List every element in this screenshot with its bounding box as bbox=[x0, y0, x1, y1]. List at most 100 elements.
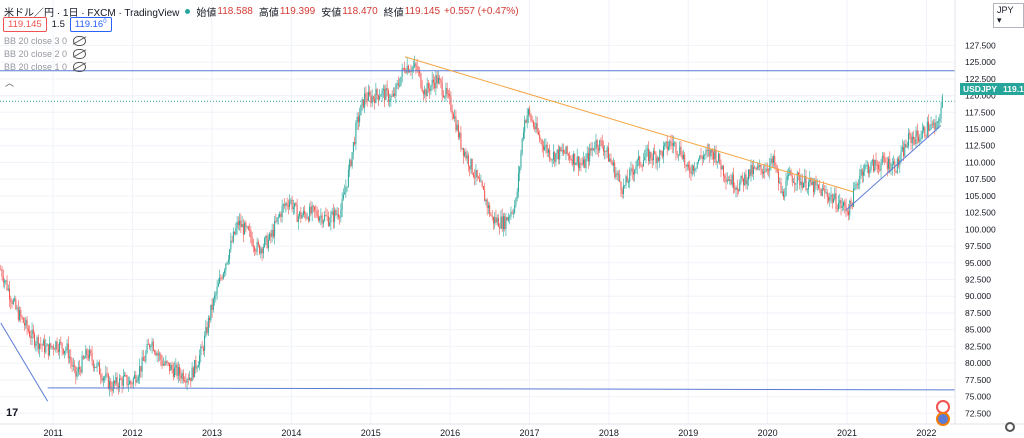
candle-body bbox=[77, 367, 79, 373]
candle-body bbox=[716, 161, 718, 163]
candle-body bbox=[849, 200, 851, 216]
candle-body bbox=[17, 307, 19, 320]
high-value: 119.399 bbox=[279, 5, 316, 17]
candle-body bbox=[182, 372, 184, 381]
candle-body bbox=[763, 171, 765, 174]
candle-body bbox=[199, 355, 201, 365]
candle-body bbox=[710, 149, 712, 157]
candle-body bbox=[769, 164, 771, 171]
eye-hidden-icon[interactable] bbox=[73, 49, 87, 59]
candle-body bbox=[290, 199, 292, 201]
candle-body bbox=[559, 147, 561, 160]
candle-body bbox=[425, 89, 427, 97]
y-tick-label: 82.500 bbox=[965, 341, 991, 351]
eye-hidden-icon[interactable] bbox=[73, 62, 87, 72]
candle-body bbox=[908, 133, 910, 146]
high-label: 高値 bbox=[258, 7, 279, 19]
candle-body bbox=[100, 374, 102, 378]
candle-body bbox=[399, 85, 401, 87]
candle-body bbox=[480, 181, 482, 183]
candle-body bbox=[799, 175, 801, 185]
candle-body bbox=[474, 176, 476, 178]
candle-body bbox=[130, 380, 132, 384]
sell-button[interactable]: 119.145 bbox=[3, 17, 47, 33]
candle-body bbox=[129, 380, 131, 385]
candle-body bbox=[55, 341, 57, 350]
candle-body bbox=[745, 174, 747, 185]
candle-body bbox=[567, 153, 569, 156]
close-label: 終値 bbox=[383, 7, 404, 19]
candle-body bbox=[227, 259, 229, 263]
eye-hidden-icon[interactable] bbox=[73, 36, 87, 46]
candle-body bbox=[788, 174, 790, 176]
candle-body bbox=[44, 340, 46, 353]
candle-body bbox=[301, 215, 303, 219]
y-tick-label: 90.000 bbox=[965, 291, 991, 301]
trendline bbox=[404, 56, 854, 193]
candle-body bbox=[622, 185, 624, 194]
candle-body bbox=[105, 373, 107, 378]
candle-body bbox=[91, 353, 93, 361]
candle-body bbox=[778, 171, 780, 183]
candle-body bbox=[569, 155, 571, 160]
candle-body bbox=[385, 87, 387, 101]
candle-body bbox=[252, 245, 254, 247]
candle-body bbox=[219, 277, 221, 284]
candle-body bbox=[92, 360, 94, 368]
candle-body bbox=[339, 217, 341, 218]
tradingview-logo-icon[interactable]: 17 bbox=[6, 407, 19, 419]
candle-body bbox=[918, 136, 920, 142]
buy-button[interactable]: 119.160 bbox=[69, 17, 112, 33]
candle-body bbox=[757, 166, 759, 168]
candle-body bbox=[870, 162, 872, 170]
candle-body bbox=[490, 214, 492, 216]
collapse-legend-icon[interactable]: ︿ bbox=[5, 78, 15, 88]
candle-body bbox=[387, 90, 389, 102]
candle-body bbox=[594, 148, 596, 150]
candle-body bbox=[37, 337, 39, 350]
low-value: 118.470 bbox=[342, 5, 378, 17]
candle-body bbox=[302, 210, 304, 216]
candle-body bbox=[611, 161, 613, 166]
candle-body bbox=[457, 124, 459, 138]
chart-grid bbox=[0, 0, 955, 424]
candle-body bbox=[166, 360, 168, 363]
candle-body bbox=[416, 66, 418, 71]
candle-body bbox=[371, 96, 373, 104]
candle-body bbox=[619, 174, 621, 182]
candle-body bbox=[843, 202, 845, 206]
candle-body bbox=[124, 375, 126, 377]
x-tick-label: 2012 bbox=[123, 428, 143, 438]
candle-body bbox=[823, 188, 825, 190]
candle-body bbox=[621, 190, 623, 194]
event-marker-icon[interactable] bbox=[936, 412, 950, 426]
trendline bbox=[845, 125, 942, 211]
symbol-title[interactable]: 米ドル／円 · 1日 · FXCM · TradingView bbox=[4, 7, 180, 19]
candle-body bbox=[699, 155, 701, 161]
candle-body bbox=[27, 328, 29, 332]
candle-body bbox=[421, 87, 423, 92]
candle-body bbox=[871, 159, 873, 163]
candle-body bbox=[776, 168, 778, 172]
candle-body bbox=[536, 123, 538, 132]
spread-value: 1.5 bbox=[51, 19, 65, 31]
candle-body bbox=[50, 343, 52, 348]
candle-body bbox=[879, 169, 881, 171]
candle-body bbox=[381, 90, 383, 96]
gear-icon[interactable] bbox=[1005, 422, 1015, 432]
candle-body bbox=[96, 363, 98, 368]
candle-body bbox=[579, 162, 581, 169]
indicator-legend-3[interactable]: BB 20 close 1 0 bbox=[4, 62, 87, 72]
candle-series bbox=[0, 55, 943, 397]
candle-body bbox=[724, 175, 726, 179]
candle-body bbox=[194, 360, 196, 378]
candle-body bbox=[61, 342, 63, 349]
candle-body bbox=[32, 329, 34, 335]
candle-body bbox=[162, 364, 164, 366]
candle-body bbox=[669, 141, 671, 147]
indicator-legend-1[interactable]: BB 20 close 3 0 bbox=[4, 36, 87, 46]
candle-body bbox=[224, 270, 226, 274]
currency-selector[interactable]: JPY ▾ bbox=[993, 3, 1024, 28]
indicator-legend-2[interactable]: BB 20 close 2 0 bbox=[4, 49, 87, 59]
